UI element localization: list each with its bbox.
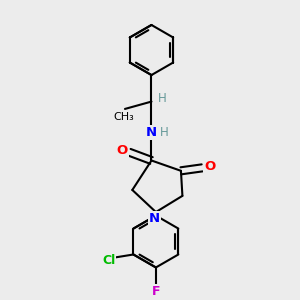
Text: Cl: Cl [102, 254, 115, 267]
Text: O: O [204, 160, 215, 173]
Text: CH₃: CH₃ [113, 112, 134, 122]
Text: N: N [145, 126, 156, 139]
Text: O: O [116, 144, 128, 157]
Text: F: F [152, 284, 160, 298]
Text: N: N [149, 212, 160, 225]
Text: H: H [160, 126, 168, 139]
Text: H: H [158, 92, 167, 104]
